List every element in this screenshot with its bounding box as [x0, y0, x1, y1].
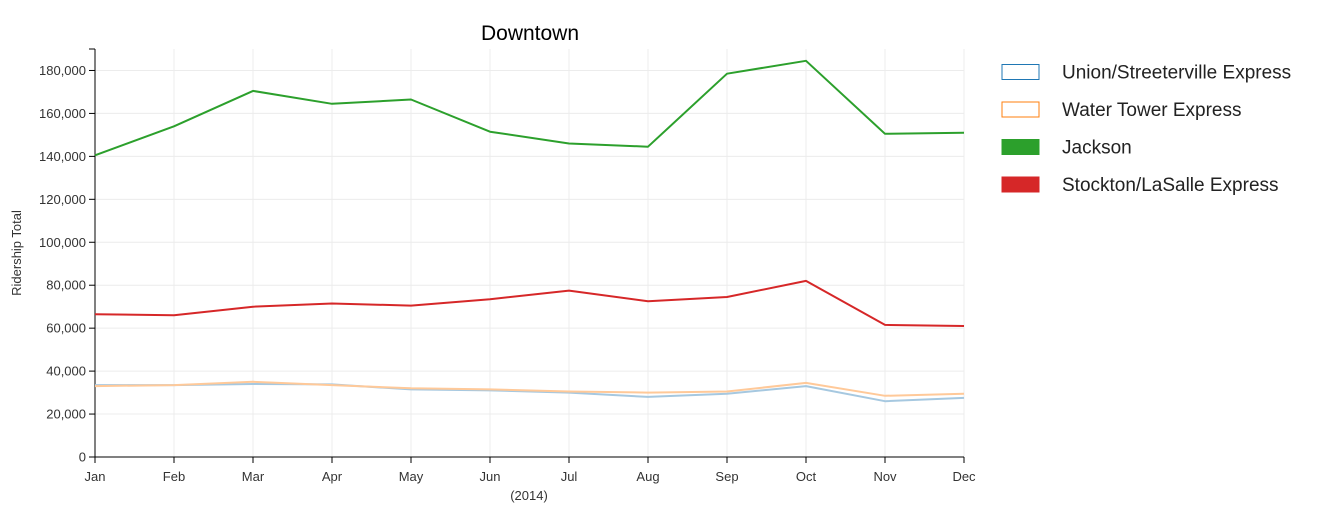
- legend-swatch: [1001, 139, 1040, 155]
- y-tick-label: 160,000: [39, 106, 86, 121]
- series-line-water-tower-express: [94, 380, 965, 397]
- x-tick-label: Oct: [796, 469, 817, 484]
- y-axis-label: Ridership Total: [9, 210, 24, 296]
- x-tick-label: Jan: [85, 469, 106, 484]
- x-tick-label: Aug: [636, 469, 659, 484]
- x-tick-label: Feb: [163, 469, 185, 484]
- chart-title: Downtown: [481, 22, 579, 45]
- legend-label: Jackson: [1062, 138, 1132, 159]
- y-tick-label: 0: [79, 450, 86, 465]
- x-tick-label: Sep: [715, 469, 738, 484]
- legend-label: Stockton/LaSalle Express: [1062, 175, 1279, 196]
- y-tick-label: 100,000: [39, 235, 86, 250]
- x-tick-label: Nov: [873, 469, 897, 484]
- y-tick-label: 40,000: [46, 364, 86, 379]
- x-tick-label: Dec: [952, 469, 976, 484]
- x-axis-label: (2014): [510, 488, 548, 503]
- series-lines: [94, 59, 965, 403]
- grid: [95, 49, 965, 457]
- series-line-union-streeterville-express: [95, 383, 965, 403]
- series-line-stockton-lasalle-express: [94, 279, 965, 327]
- y-tick-label: 20,000: [46, 407, 86, 422]
- x-tick-label: Jul: [561, 469, 578, 484]
- y-tick-label: 60,000: [46, 321, 86, 336]
- legend-swatch: [1001, 101, 1040, 118]
- axes: 0 20,000 40,000 60,000 80,000 100,000 120,000 1…: [39, 48, 976, 484]
- y-tick-label: 140,000: [39, 149, 86, 164]
- y-tick-label: 80,000: [46, 278, 86, 293]
- legend: Union/Streeterville Express Water Tower E…: [1001, 63, 1291, 196]
- x-tick-label: May: [399, 469, 424, 484]
- legend-swatch: [1001, 176, 1040, 193]
- x-tick-label: Mar: [242, 469, 265, 484]
- legend-label: Water Tower Express: [1062, 100, 1242, 121]
- legend-swatch: [1001, 64, 1040, 80]
- x-tick-label: Jun: [480, 469, 501, 484]
- y-tick-label: 120,000: [39, 192, 86, 207]
- y-tick-label: 180,000: [39, 63, 86, 78]
- legend-label: Union/Streeterville Express: [1062, 63, 1291, 84]
- series-line-jackson: [94, 59, 965, 157]
- x-tick-label: Apr: [322, 469, 343, 484]
